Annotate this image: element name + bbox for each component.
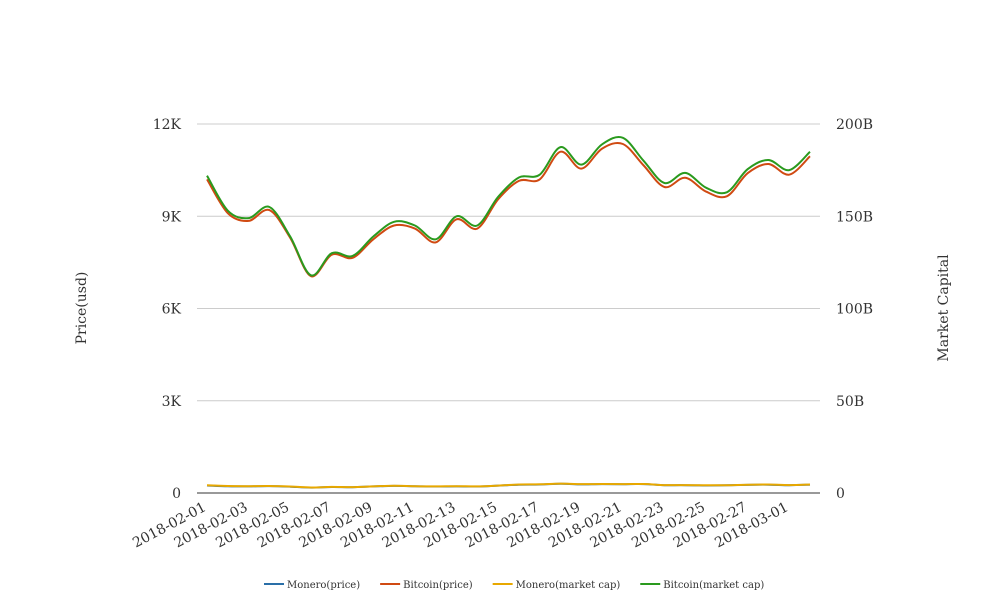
legend-label-monero-price: Monero(price) (287, 580, 360, 591)
right-tick-label: 0 (836, 486, 845, 502)
legend: Monero(price) Bitcoin(price) Monero(market… (264, 580, 764, 591)
series-lines (206, 136, 811, 489)
right-tick-label: 100B (836, 302, 873, 318)
left-tick-label: 9K (162, 209, 182, 225)
right-axis-ticks: 0 50B 100B 150B 200B (836, 117, 873, 502)
gridlines (197, 123, 820, 494)
left-tick-label: 0 (172, 486, 181, 502)
right-tick-label: 150B (836, 209, 873, 225)
right-tick-label: 200B (836, 117, 873, 133)
legend-label-monero-market-cap: Monero(market cap) (516, 580, 621, 591)
right-axis-title: Market Capital (936, 254, 952, 362)
x-axis-ticks: 2018-02-012018-02-032018-02-052018-02-07… (130, 499, 791, 551)
legend-label-bitcoin-market-cap: Bitcoin(market cap) (663, 580, 764, 591)
left-tick-label: 6K (162, 302, 182, 318)
left-axis-ticks: 0 3K 6K 9K 12K (153, 117, 182, 502)
left-axis-title: Price(usd) (74, 272, 90, 345)
left-tick-label: 3K (162, 394, 182, 410)
series-line-bitcoin-price (206, 141, 811, 278)
right-tick-label: 50B (836, 394, 864, 410)
series-line-bitcoin-market-cap (206, 136, 811, 277)
left-tick-label: 12K (153, 117, 182, 133)
legend-label-bitcoin-price: Bitcoin(price) (403, 580, 473, 591)
series-line-monero-market-cap (206, 482, 811, 489)
